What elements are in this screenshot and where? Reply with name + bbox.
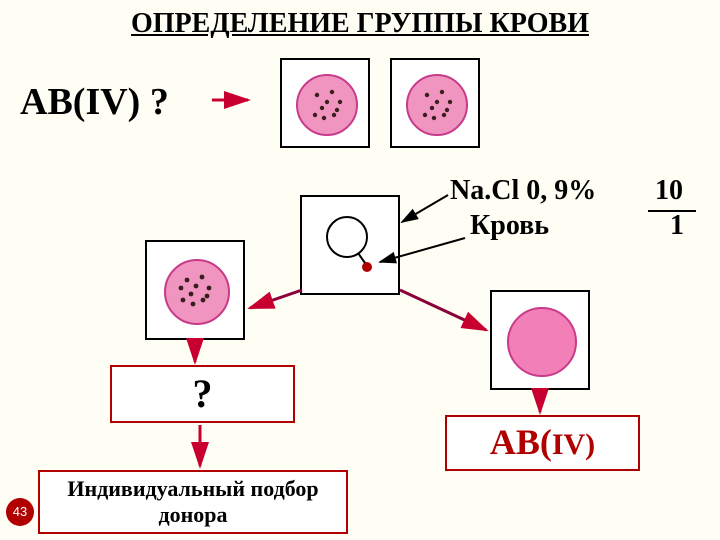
ab-query-label: AB(IV) ? — [20, 80, 169, 124]
donor-box: Индивидуальный подбор донора — [38, 470, 348, 534]
blood-label: Кровь — [470, 210, 549, 242]
cell-box-top-1 — [280, 58, 370, 148]
result-box: AB(IV) — [445, 415, 640, 471]
ratio-line — [648, 210, 696, 212]
dilution-box — [300, 195, 400, 295]
page-title: ОПРЕДЕЛЕНИЕ ГРУППЫ КРОВИ — [0, 8, 720, 40]
nacl-label: Na.Cl 0, 9% — [450, 175, 596, 207]
cell-box-left — [145, 240, 245, 340]
ratio-denominator: 1 — [670, 210, 684, 242]
question-box: ? — [110, 365, 295, 423]
ratio-numerator: 10 — [655, 175, 683, 207]
cell-box-right — [490, 290, 590, 390]
cell-box-top-2 — [390, 58, 480, 148]
slide-number-badge: 43 — [6, 498, 34, 526]
